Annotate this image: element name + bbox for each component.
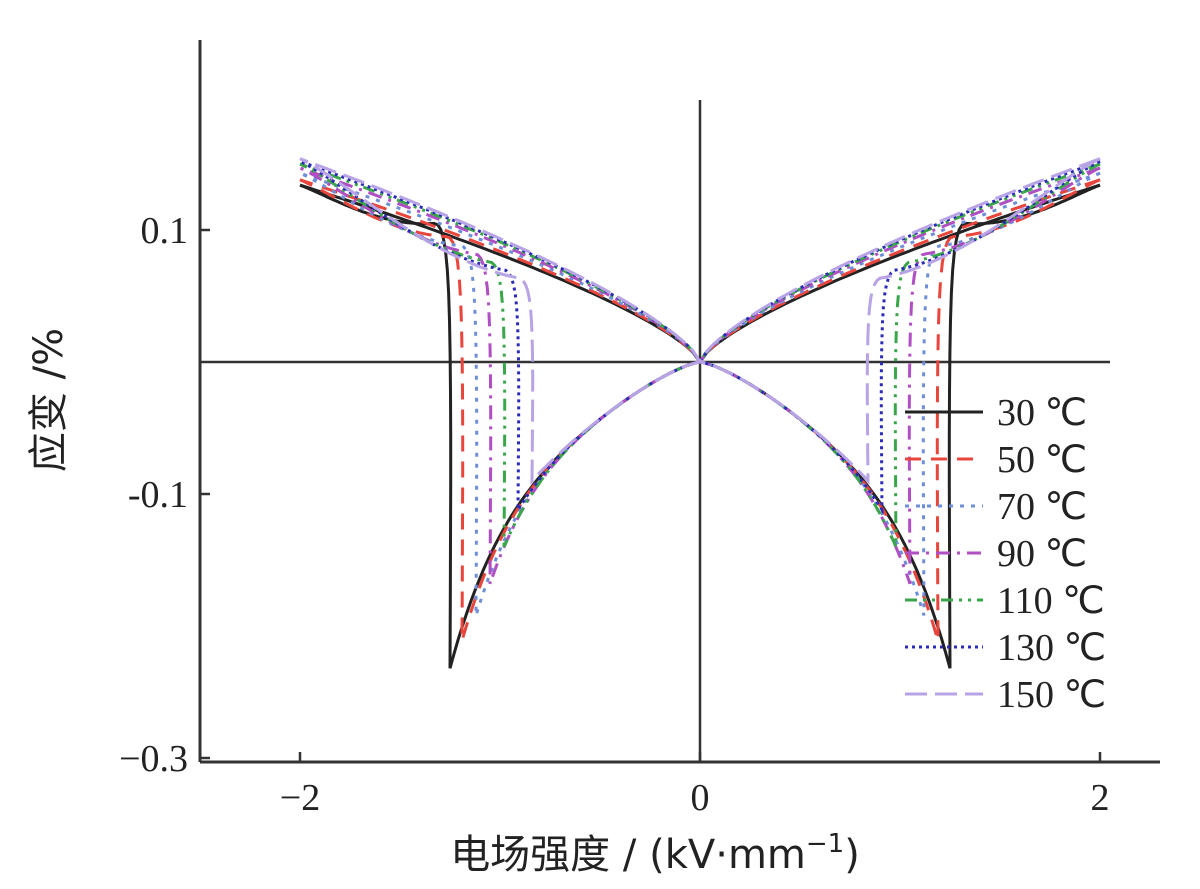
series-line-2-branch-1 — [299, 178, 1101, 641]
y-tick-label: −0.3 — [119, 738, 188, 780]
legend-entry: 150 ℃ — [997, 674, 1106, 716]
series-line-6-branch-2 — [299, 159, 1101, 516]
legend-entry: 70 ℃ — [997, 486, 1087, 528]
legend-entry: 110 ℃ — [997, 580, 1105, 622]
series-line-4-branch-2 — [299, 166, 1101, 585]
x-tick-label: 2 — [1091, 777, 1110, 819]
x-axis-label: 电场强度 / (kV·mm−1) — [450, 829, 860, 878]
y-axis-label: 应变 /% — [26, 328, 72, 472]
x-axis-label-close: ) — [844, 832, 860, 878]
series-line-7-branch-2 — [299, 157, 1101, 485]
axes — [198, 40, 1160, 764]
tick-labels: −2 0 2 0.1 -0.1 −0.3 — [119, 210, 1109, 819]
y-tick-label: 0.1 — [141, 210, 189, 252]
x-axis-label-exponent: −1 — [806, 829, 844, 859]
x-tick-label: 0 — [691, 777, 710, 819]
legend-entry: 90 ℃ — [997, 533, 1087, 575]
legend-entry: 130 ℃ — [997, 627, 1106, 669]
legend-entry: 50 ℃ — [997, 439, 1087, 481]
series-line-7-branch-1 — [299, 157, 1101, 485]
x-tick-label: −2 — [280, 777, 320, 819]
legend-entry: 30 ℃ — [997, 392, 1087, 434]
y-tick-label: -0.1 — [128, 474, 188, 516]
series-curves — [299, 157, 1101, 669]
legend: 30 ℃ 50 ℃ 70 ℃ 90 ℃ 110 ℃ 130 ℃ 150 ℃ — [905, 392, 1106, 716]
